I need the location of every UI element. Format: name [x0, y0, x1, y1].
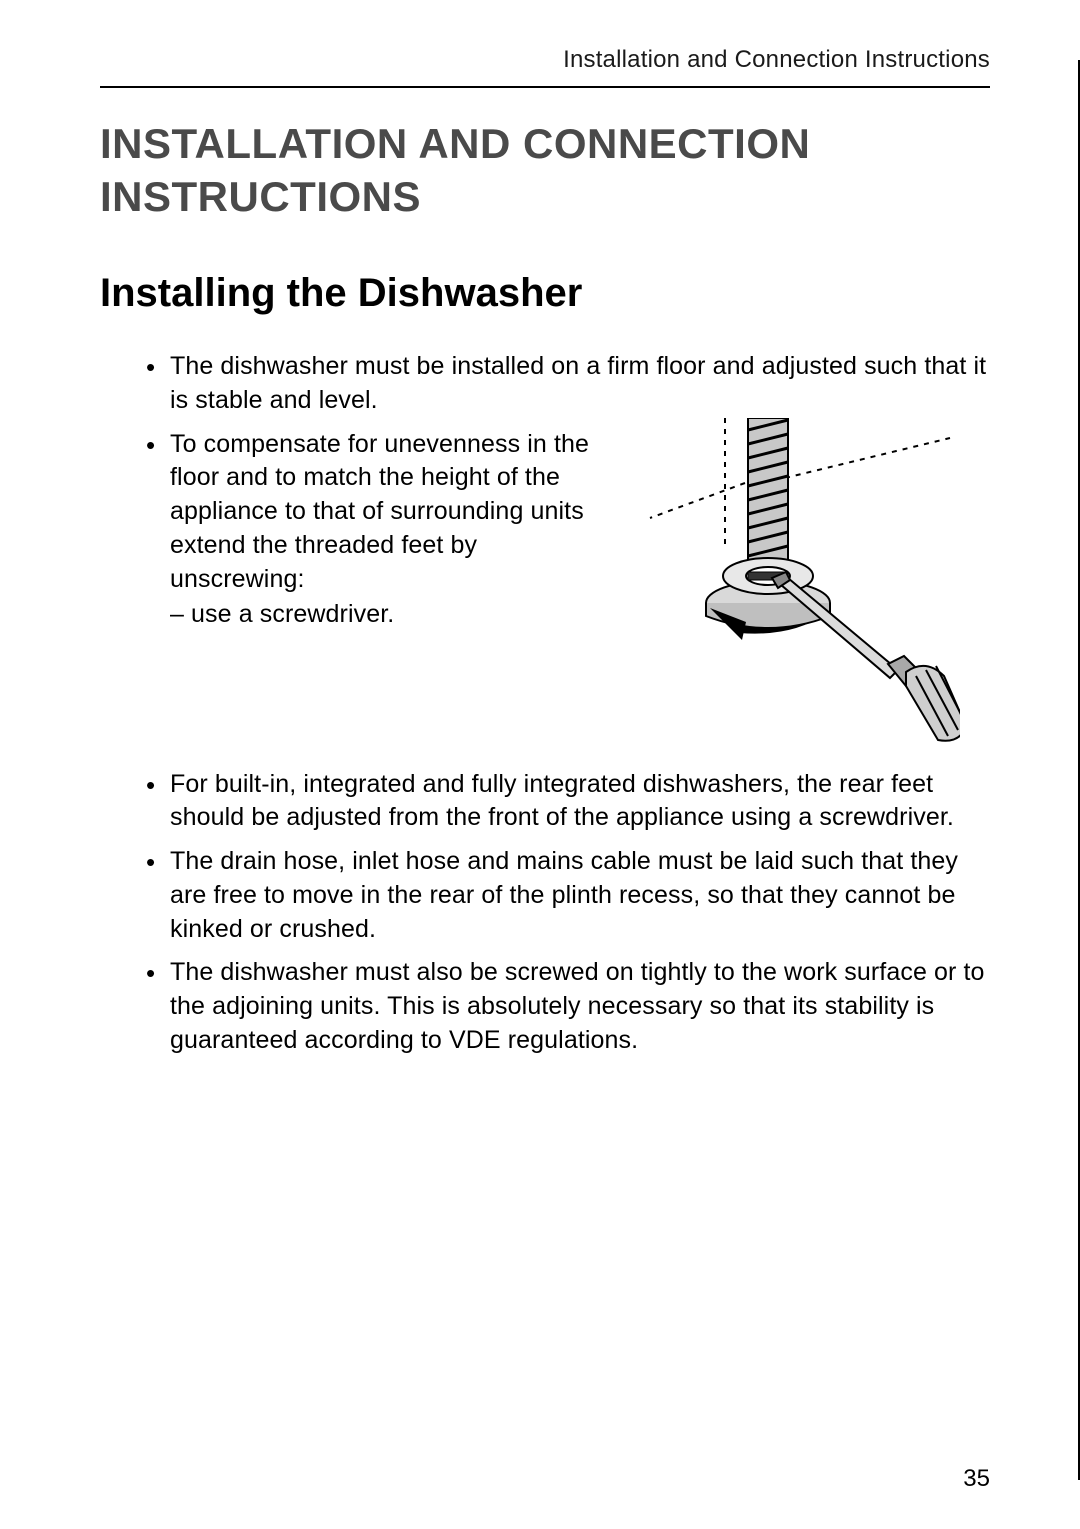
- screwdriver-icon: [772, 572, 960, 741]
- main-heading: INSTALLATION AND CONNECTION INSTRUCTIONS: [100, 118, 990, 223]
- threaded-foot-screwdriver-illustration: [630, 418, 960, 748]
- content-area: The dishwasher must be installed on a fi…: [100, 350, 990, 1058]
- manual-page: Installation and Connection Instructions…: [0, 0, 1080, 1529]
- running-header: Installation and Connection Instructions: [100, 46, 990, 86]
- list-item: For built-in, integrated and fully integ…: [170, 768, 990, 836]
- header-divider: [100, 86, 990, 88]
- list-item: The dishwasher must also be screwed on t…: [170, 956, 990, 1057]
- page-number: 35: [963, 1465, 990, 1493]
- list-item-text: To compensate for unevenness in the floo…: [170, 430, 589, 593]
- list-item-text: The dishwasher must also be screwed on t…: [170, 958, 985, 1054]
- list-item: The dishwasher must be installed on a fi…: [170, 350, 990, 418]
- list-item-subtext: – use a screwdriver.: [170, 598, 615, 632]
- section-heading: Installing the Dishwasher: [100, 271, 990, 316]
- list-item-text: For built-in, integrated and fully integ…: [170, 770, 954, 832]
- list-item: To compensate for unevenness in the floo…: [170, 428, 990, 758]
- list-item-text: The dishwasher must be installed on a fi…: [170, 352, 986, 414]
- threaded-bolt-icon: [748, 418, 788, 563]
- list-item: The drain hose, inlet hose and mains cab…: [170, 845, 990, 946]
- list-item-text: The drain hose, inlet hose and mains cab…: [170, 847, 958, 943]
- instruction-list: The dishwasher must be installed on a fi…: [170, 350, 990, 1058]
